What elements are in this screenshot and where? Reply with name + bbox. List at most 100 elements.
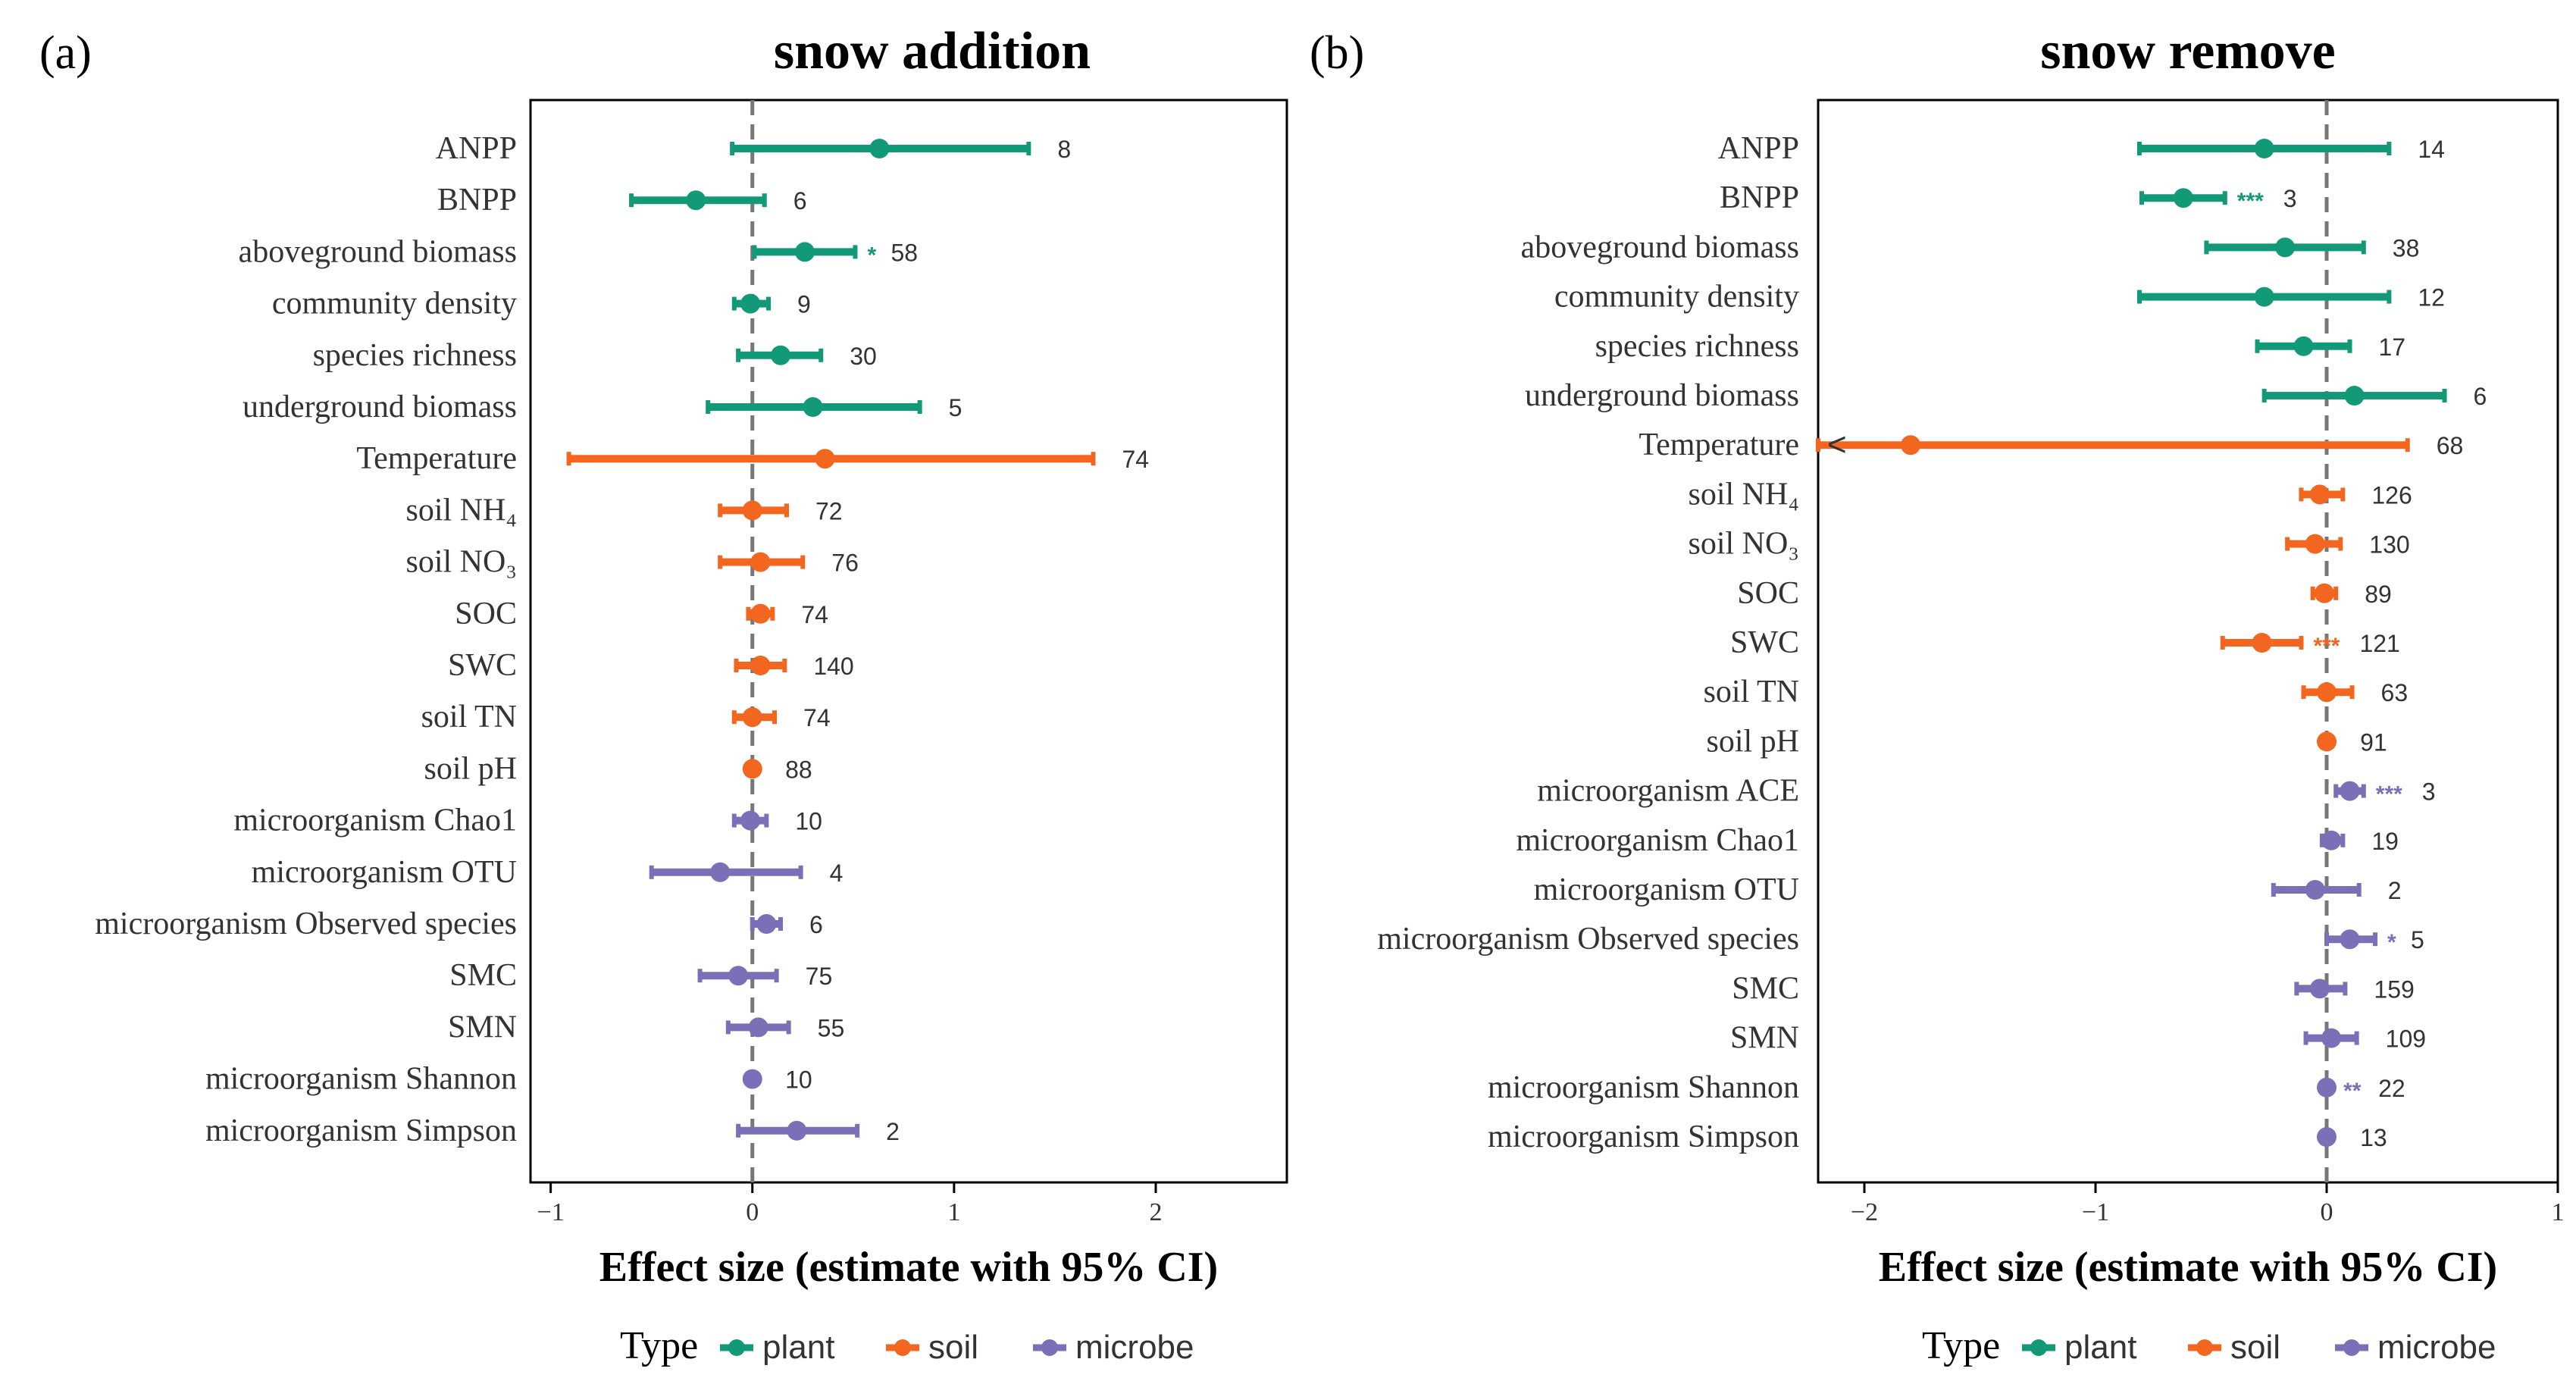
sample-size-label: 19 — [2371, 828, 2399, 855]
row-label: ANPP — [1718, 131, 1799, 166]
estimate-point — [787, 1120, 807, 1141]
estimate-point — [794, 242, 815, 262]
sample-size-label: 130 — [2369, 531, 2409, 559]
sample-size-label: 72 — [815, 497, 843, 525]
row-label: microorganism OTU — [252, 855, 517, 890]
estimate-point — [803, 397, 823, 417]
estimate-point — [2317, 731, 2337, 752]
legend: Type plant soil microbe — [1922, 1324, 2496, 1367]
row-label: aboveground biomass — [239, 234, 517, 269]
x-tick-label: −1 — [2082, 1198, 2109, 1226]
row-label: SMC — [1732, 971, 1799, 1006]
row-label: underground biomass — [243, 390, 517, 424]
row-label: soil NO₃ — [406, 545, 518, 580]
x-tick-label: 0 — [746, 1198, 759, 1226]
estimate-point — [742, 707, 762, 728]
legend-key-point — [728, 1339, 745, 1356]
estimate-point — [2317, 682, 2337, 703]
row-label: ANPP — [436, 131, 517, 166]
estimate-point — [2254, 287, 2274, 307]
estimate-point — [771, 345, 791, 365]
significance-marker: * — [867, 243, 876, 268]
legend-key-point — [1041, 1339, 1058, 1356]
row-label: microorganism Shannon — [1488, 1070, 1799, 1105]
estimate-point — [742, 1069, 762, 1089]
estimate-point — [815, 449, 835, 469]
row-label: community density — [1554, 280, 1799, 315]
x-tick-label: 2 — [1150, 1198, 1163, 1226]
row-label: microorganism Simpson — [205, 1113, 517, 1148]
sample-size-label: 140 — [813, 653, 853, 680]
sample-size-label: 10 — [785, 1066, 812, 1094]
sample-size-label: 74 — [801, 601, 828, 628]
row-label: soil TN — [421, 700, 517, 734]
estimate-point — [740, 293, 761, 314]
row-label: soil NH₄ — [1689, 477, 1800, 512]
sample-size-label: 91 — [2360, 728, 2387, 756]
row-label: SWC — [448, 648, 517, 683]
sample-size-label: 121 — [2359, 630, 2399, 657]
sample-size-label: 2 — [2388, 877, 2402, 904]
panel-b: (b) snow remove −2 −1 0 1 Effect size (estimat… — [1310, 22, 2565, 1367]
estimate-point — [1901, 435, 1920, 456]
legend-key-point — [2196, 1339, 2213, 1356]
legend-key-point — [2030, 1339, 2047, 1356]
row-label: community density — [272, 287, 517, 321]
x-tick-label: 1 — [2552, 1198, 2565, 1226]
estimate-point — [2317, 1077, 2337, 1098]
sample-size-label: 17 — [2379, 334, 2406, 361]
legend-label-soil: soil — [928, 1329, 978, 1366]
row-label: soil pH — [424, 751, 517, 786]
estimate-point — [869, 139, 890, 158]
row-label: SWC — [1730, 625, 1799, 660]
legend-label-soil: soil — [2230, 1329, 2280, 1366]
row-label: soil TN — [1704, 675, 1799, 709]
estimate-point — [2340, 929, 2360, 950]
estimate-point — [2321, 830, 2342, 850]
sample-size-label: 58 — [890, 239, 918, 266]
sample-size-label: 2 — [886, 1118, 900, 1145]
row-label: SMC — [449, 958, 517, 993]
x-tick-label: −2 — [1851, 1198, 1878, 1226]
significance-marker: ** — [2343, 1079, 2362, 1104]
legend-label-plant: plant — [2064, 1329, 2136, 1366]
row-label: SOC — [1737, 576, 1799, 611]
row-label: microorganism Observed species — [1377, 922, 1799, 957]
row-label: BNPP — [1720, 180, 1799, 215]
legend-label-plant: plant — [762, 1329, 834, 1366]
panel-a: (a) snow addition −1 0 1 2 Effect size (estima… — [39, 22, 1288, 1367]
sample-size-label: 5 — [949, 394, 962, 421]
row-label: SOC — [455, 597, 517, 631]
estimate-point — [2344, 386, 2365, 406]
row-label: microorganism Chao1 — [1516, 823, 1799, 858]
row-label: soil NH₄ — [406, 493, 518, 528]
estimate-point — [2314, 583, 2334, 603]
legend-key-point — [894, 1339, 911, 1356]
row-label: Temperature — [356, 441, 517, 476]
sample-size-label: 74 — [803, 704, 831, 731]
row-label: microorganism Simpson — [1488, 1120, 1799, 1154]
estimate-point — [710, 862, 731, 882]
sample-size-label: 159 — [2374, 975, 2414, 1003]
estimate-point — [756, 914, 777, 934]
row-label: aboveground biomass — [1521, 230, 1799, 265]
sample-size-label: 74 — [1122, 446, 1150, 473]
estimate-point — [2309, 979, 2330, 999]
legend-title: Type — [1922, 1324, 2000, 1367]
legend: Type plant soil microbe — [620, 1324, 1194, 1367]
significance-marker: *** — [2376, 782, 2402, 807]
estimate-point — [686, 190, 706, 211]
plot-frame — [1817, 99, 2559, 1184]
row-label: SMN — [448, 1010, 517, 1044]
sample-size-label: 126 — [2371, 481, 2412, 509]
significance-marker: *** — [2237, 189, 2264, 214]
estimate-point — [728, 966, 749, 986]
sample-size-label: 109 — [2386, 1026, 2426, 1053]
estimate-point — [2305, 880, 2325, 900]
row-label: soil pH — [1706, 724, 1799, 759]
estimate-point — [2173, 188, 2193, 208]
sample-size-label: 55 — [818, 1014, 845, 1041]
row-label: BNPP — [437, 183, 517, 218]
estimate-point — [740, 810, 761, 831]
sample-size-label: 13 — [2360, 1124, 2387, 1151]
